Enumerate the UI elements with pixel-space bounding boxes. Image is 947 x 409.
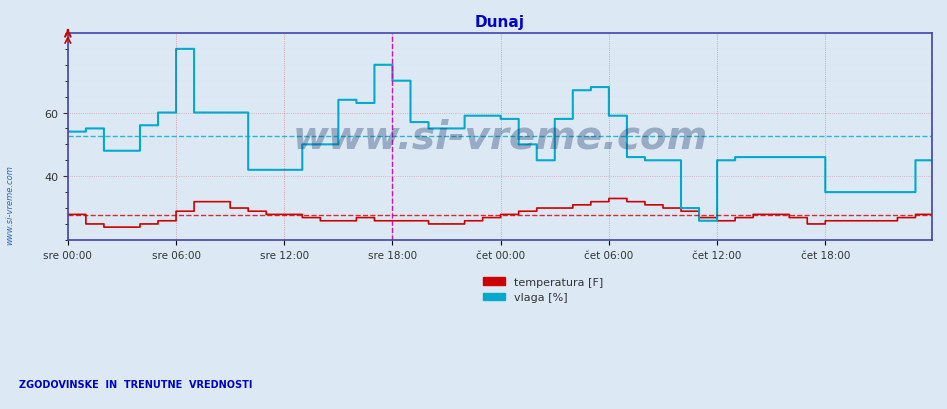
Title: Dunaj: Dunaj xyxy=(475,15,525,30)
Text: www.si-vreme.com: www.si-vreme.com xyxy=(5,165,14,244)
Legend: temperatura [F], vlaga [%]: temperatura [F], vlaga [%] xyxy=(478,273,608,307)
Text: ZGODOVINSKE  IN  TRENUTNE  VREDNOSTI: ZGODOVINSKE IN TRENUTNE VREDNOSTI xyxy=(19,380,252,389)
Text: www.si-vreme.com: www.si-vreme.com xyxy=(293,118,707,156)
